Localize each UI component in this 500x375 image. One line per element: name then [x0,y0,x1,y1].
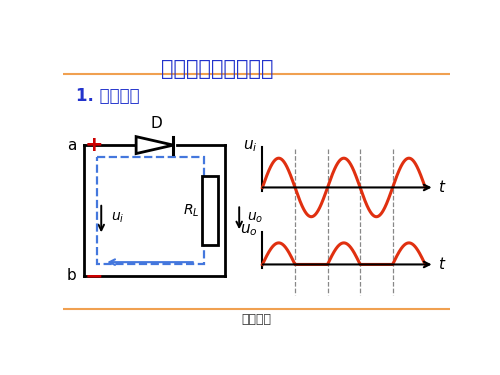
Text: 半导体二极管的应用: 半导体二极管的应用 [161,59,274,79]
Text: a: a [67,138,76,153]
Text: $t$: $t$ [438,180,446,195]
Text: $u_i$: $u_i$ [243,138,258,154]
Text: b: b [66,268,76,284]
Text: $R_L$: $R_L$ [183,202,200,219]
Text: 播放字幕: 播放字幕 [241,313,271,326]
Text: $t$: $t$ [438,256,446,273]
Text: −: − [84,266,103,286]
Text: $u_i$: $u_i$ [110,211,124,225]
Text: +: + [84,135,103,155]
Bar [96,158,204,264]
Text: 1. 整流作用: 1. 整流作用 [76,87,140,105]
Text: $u_o$: $u_o$ [247,211,264,225]
Polygon shape [136,136,173,154]
Text: $u_o$: $u_o$ [240,223,258,238]
Bar [202,176,218,245]
Text: D: D [151,116,162,131]
